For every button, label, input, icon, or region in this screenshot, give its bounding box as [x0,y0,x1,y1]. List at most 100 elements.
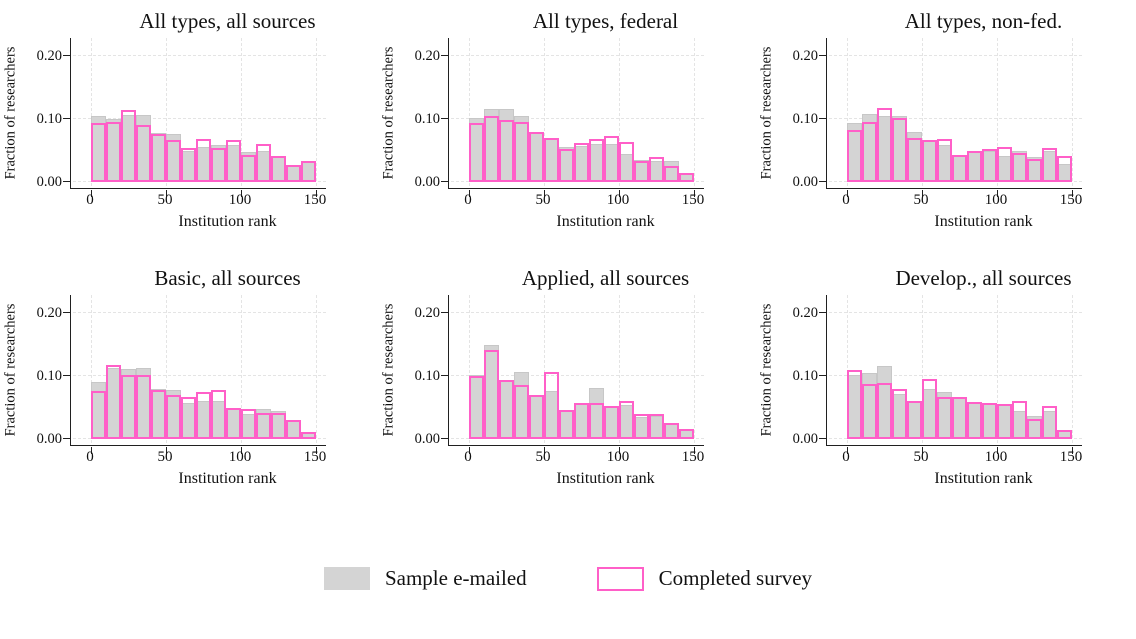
y-tick-label: 0.20 [414,48,440,64]
bar-completed-survey [196,138,211,182]
x-tick-mark [316,190,317,197]
v-gridline [91,38,92,186]
y-axis-label-area: Fraction of researchers [0,38,22,188]
bar-completed-survey [679,173,694,182]
chart-panel-1: All types, all sources Fraction of resear… [0,8,378,231]
v-gridline [316,38,317,186]
h-gridline [829,375,1082,376]
x-axis-ticks-area: 0 50 100 150 [826,446,1111,468]
bar-completed-survey [301,432,316,439]
bar-completed-survey [892,118,907,182]
x-tick-label: 50 [157,192,173,208]
x-tick-label: 100 [984,192,1008,208]
x-tick-label: 150 [303,192,327,208]
bar-completed-survey [121,110,136,182]
v-gridline [619,295,620,443]
v-gridline [694,38,695,186]
plot-area [819,38,1082,197]
x-tick-mark [241,447,242,454]
x-axis-ticks-area: 0 50 100 150 [448,189,733,211]
gray-swatch-icon [323,567,370,590]
x-axis-ticks-area: 0 50 100 150 [448,446,733,468]
x-tick-label: 0 [86,192,94,208]
bar-completed-survey [862,122,877,182]
plot-area [63,38,326,197]
y-tick-label: 0.00 [414,431,440,447]
x-tick-mark [922,447,923,454]
v-gridline [619,38,620,186]
y-axis-label-area: Fraction of researchers [756,295,778,445]
bar-completed-survey [106,364,121,439]
x-tick-mark [619,447,620,454]
y-tick-mark [819,118,826,119]
bar-completed-survey [862,384,877,439]
v-gridline [847,295,848,443]
legend-item-completed-survey: Completed survey [596,566,813,591]
bar-completed-survey [484,350,499,439]
y-tick-mark [441,181,448,182]
y-tick-mark [819,375,826,376]
chart-panel-6: Develop., all sources Fraction of researc… [756,265,1134,488]
bar-completed-survey [211,147,226,182]
h-gridline [451,55,704,56]
legend-item-sample-emailed: Sample e-mailed [323,566,527,591]
y-tick-mark [63,312,70,313]
y-tick-label: 0.20 [414,305,440,321]
bar-completed-survey [619,141,634,182]
x-tick-mark [469,447,470,454]
bar-completed-survey [997,147,1012,182]
chart-body: Fraction of researchers 0.00 0.10 0.20 [756,38,1134,197]
bar-completed-survey [514,385,529,439]
bar-completed-survey [136,375,151,439]
bars-layer [847,297,1072,439]
h-gridline [829,55,1082,56]
v-gridline [997,295,998,443]
bar-completed-survey [544,372,559,439]
y-tick-label: 0.10 [36,111,62,127]
v-gridline [922,295,923,443]
y-axis-label: Fraction of researchers [380,46,397,180]
x-axis-label: Institution rank [556,470,655,487]
v-gridline [166,295,167,443]
y-axis-ticks-area: 0.00 0.10 0.20 [400,295,448,447]
h-gridline [451,375,704,376]
y-tick-label: 0.20 [792,305,818,321]
bar-completed-survey [469,376,484,439]
x-axis-ticks-area: 0 50 100 150 [70,446,355,468]
bar-completed-survey [907,401,922,439]
legend-label: Completed survey [658,566,813,590]
bar-completed-survey [241,154,256,182]
y-tick-label: 0.00 [792,431,818,447]
bar-completed-survey [877,108,892,182]
y-tick-label: 0.20 [36,48,62,64]
y-tick-label: 0.10 [36,368,62,384]
x-axis-label: Institution rank [934,213,1033,230]
x-tick-mark [997,190,998,197]
chart-grid: All types, all sources Fraction of resear… [0,8,1134,488]
bar-completed-survey [499,379,514,439]
x-tick-label: 100 [606,192,630,208]
bar-completed-survey [877,382,892,439]
x-tick-mark [1072,190,1073,197]
bar-completed-survey [1042,147,1057,182]
x-axis-ticks-area: 0 50 100 150 [70,189,355,211]
bar-completed-survey [847,370,862,439]
bar-completed-survey [907,137,922,182]
h-gridline [73,312,326,313]
chart-body: Fraction of researchers 0.00 0.10 0.20 [756,295,1134,454]
y-tick-label: 0.10 [414,111,440,127]
y-axis-label-area: Fraction of researchers [378,38,400,188]
chart-panel-2: All types, federal Fraction of researcher… [378,8,756,231]
bar-completed-survey [1057,155,1072,182]
x-tick-mark [316,447,317,454]
y-tick-mark [63,375,70,376]
bar-completed-survey [286,420,301,439]
y-axis-label: Fraction of researchers [758,303,775,437]
bar-completed-survey [559,410,574,439]
x-tick-label: 100 [228,192,252,208]
x-tick-label: 50 [913,192,929,208]
y-tick-mark [63,438,70,439]
y-tick-label: 0.20 [792,48,818,64]
y-axis-ticks-area: 0.00 0.10 0.20 [22,38,70,190]
bar-completed-survey [271,412,286,439]
